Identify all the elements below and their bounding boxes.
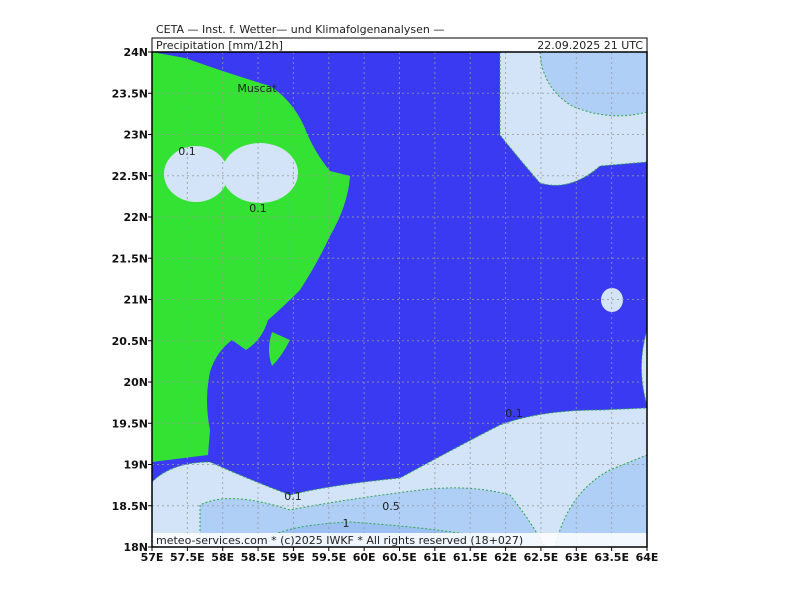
lon-tick-label: 59E xyxy=(282,551,305,564)
lat-tick-label: 23.5N xyxy=(112,87,148,100)
lon-tick-label: 57.5E xyxy=(170,551,205,564)
contour-label: 0.1 xyxy=(249,202,267,215)
precip-area xyxy=(200,166,240,182)
lon-tick-label: 62E xyxy=(494,551,517,564)
lat-tick-label: 22N xyxy=(123,211,148,224)
footer-bar xyxy=(152,533,647,547)
lon-tick-label: 58E xyxy=(211,551,234,564)
contour-label: 0.5 xyxy=(382,500,400,513)
lon-tick-label: 58.5E xyxy=(241,551,276,564)
lon-tick-label: 63E xyxy=(565,551,588,564)
lon-tick-label: 60E xyxy=(353,551,376,564)
contour-label: 1 xyxy=(343,517,350,530)
lat-tick-label: 18N xyxy=(123,541,148,554)
precip-area xyxy=(164,146,228,202)
map-area: meteo-services.com * (c)2025 IWKF * All … xyxy=(152,52,647,547)
precip-area xyxy=(539,52,647,117)
lon-tick-label: 61E xyxy=(423,551,446,564)
lat-tick-label: 19N xyxy=(123,459,148,472)
lon-tick-label: 63.5E xyxy=(594,551,629,564)
lon-tick-label: 57E xyxy=(141,551,164,564)
lat-tick-label: 21N xyxy=(123,294,148,307)
contour-label: 0.1 xyxy=(178,145,196,158)
lat-tick-label: 20.5N xyxy=(112,335,148,348)
lon-tick-label: 64E xyxy=(636,551,659,564)
lon-tick-label: 62.5E xyxy=(524,551,559,564)
lat-tick-label: 19.5N xyxy=(112,417,148,430)
precip-area xyxy=(554,454,647,547)
datetime-label: 22.09.2025 21 UTC xyxy=(537,39,643,52)
header-title: CETA — Inst. f. Wetter— und Klimafolgena… xyxy=(156,23,444,36)
lon-tick-label: 59.5E xyxy=(311,551,346,564)
footer-text: meteo-services.com * (c)2025 IWKF * All … xyxy=(156,534,523,547)
lat-tick-label: 23N xyxy=(123,129,148,142)
precip-area xyxy=(222,143,298,203)
lon-tick-label: 61.5E xyxy=(453,551,488,564)
lat-tick-label: 21.5N xyxy=(112,252,148,265)
land xyxy=(269,332,290,366)
lon-tick-label: 60.5E xyxy=(382,551,417,564)
labels: 18N 18.5N 19N 19.5N 20N 20.5N 21N 21.5N 22N 22.5N… xyxy=(112,46,659,564)
lat-tick-label: 18.5N xyxy=(112,500,148,513)
lat-tick-label: 24N xyxy=(123,46,148,59)
contour-label: 0.1 xyxy=(505,407,523,420)
lat-tick-label: 20N xyxy=(123,376,148,389)
lat-tick-label: 22.5N xyxy=(112,170,148,183)
place-label: Muscat xyxy=(237,82,277,95)
contour-label: 0.1 xyxy=(284,490,302,503)
product-label: Precipitation [mm/12h] xyxy=(156,39,283,52)
